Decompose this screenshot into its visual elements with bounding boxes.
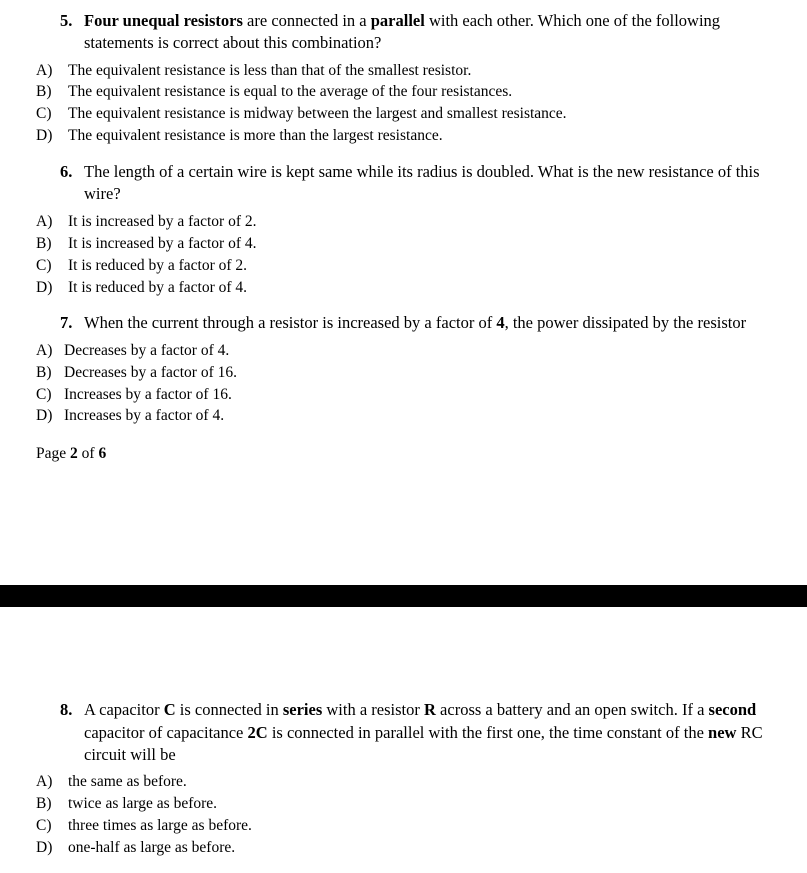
option-row: C)three times as large as before.: [36, 816, 777, 837]
option-row: A)The equivalent resistance is less than…: [36, 61, 777, 82]
option-row: C)Increases by a factor of 16.: [36, 385, 777, 406]
question-stem: A capacitor C is connected in series wit…: [84, 699, 777, 766]
option-text: twice as large as before.: [62, 794, 777, 815]
option-letter: B): [36, 794, 62, 815]
option-letter: C): [36, 385, 62, 406]
option-row: A)the same as before.: [36, 772, 777, 793]
option-letter: A): [36, 212, 62, 233]
question-7-options: A)Decreases by a factor of 4.B)Decreases…: [36, 341, 777, 428]
option-row: B)Decreases by a factor of 16.: [36, 363, 777, 384]
page-number: Page 2 of 6: [36, 445, 777, 463]
question-number: 7.: [60, 312, 84, 334]
question-stem: Four unequal resistors are connected in …: [84, 10, 777, 55]
option-text: Decreases by a factor of 16.: [62, 363, 777, 384]
option-row: D)The equivalent resistance is more than…: [36, 126, 777, 147]
option-text: the same as before.: [62, 772, 777, 793]
question-8-stem-row: 8. A capacitor C is connected in series …: [60, 699, 777, 766]
option-text: It is reduced by a factor of 2.: [62, 256, 777, 277]
option-text: Increases by a factor of 4.: [62, 406, 777, 427]
option-row: A)It is increased by a factor of 2.: [36, 212, 777, 233]
page-2-visible: 8. A capacitor C is connected in series …: [0, 699, 807, 858]
option-text: It is increased by a factor of 4.: [62, 234, 777, 255]
question-8: 8. A capacitor C is connected in series …: [60, 699, 777, 858]
question-5: 5. Four unequal resistors are connected …: [60, 10, 777, 147]
option-text: It is reduced by a factor of 4.: [62, 278, 777, 299]
page-gap: [0, 493, 807, 585]
option-text: one-half as large as before.: [62, 838, 777, 859]
option-text: It is increased by a factor of 2.: [62, 212, 777, 233]
option-row: D)It is reduced by a factor of 4.: [36, 278, 777, 299]
page-of: of: [78, 445, 99, 462]
question-6: 6. The length of a certain wire is kept …: [60, 161, 777, 298]
option-row: B)It is increased by a factor of 4.: [36, 234, 777, 255]
option-letter: D): [36, 126, 62, 147]
question-6-stem-row: 6. The length of a certain wire is kept …: [60, 161, 777, 206]
option-text: three times as large as before.: [62, 816, 777, 837]
option-letter: A): [36, 341, 62, 362]
question-number: 6.: [60, 161, 84, 206]
question-7: 7. When the current through a resistor i…: [60, 312, 777, 427]
option-letter: C): [36, 256, 62, 277]
page-current: 2: [70, 445, 78, 462]
option-letter: B): [36, 363, 62, 384]
question-7-stem-row: 7. When the current through a resistor i…: [60, 312, 777, 334]
option-letter: D): [36, 838, 62, 859]
question-6-options: A)It is increased by a factor of 2.B)It …: [36, 212, 777, 299]
page-separator: [0, 585, 807, 607]
option-text: The equivalent resistance is more than t…: [62, 126, 777, 147]
option-letter: C): [36, 104, 62, 125]
option-letter: C): [36, 816, 62, 837]
option-row: C)It is reduced by a factor of 2.: [36, 256, 777, 277]
question-stem: The length of a certain wire is kept sam…: [84, 161, 777, 206]
page-gap: [0, 607, 807, 699]
option-letter: A): [36, 772, 62, 793]
option-text: The equivalent resistance is midway betw…: [62, 104, 777, 125]
option-row: B)The equivalent resistance is equal to …: [36, 82, 777, 103]
page-1-visible: 5. Four unequal resistors are connected …: [0, 0, 807, 493]
option-row: D)one-half as large as before.: [36, 838, 777, 859]
option-letter: B): [36, 82, 62, 103]
question-5-stem-row: 5. Four unequal resistors are connected …: [60, 10, 777, 55]
question-number: 5.: [60, 10, 84, 55]
option-row: B)twice as large as before.: [36, 794, 777, 815]
option-text: Increases by a factor of 16.: [62, 385, 777, 406]
option-row: A)Decreases by a factor of 4.: [36, 341, 777, 362]
option-text: Decreases by a factor of 4.: [62, 341, 777, 362]
question-number: 8.: [60, 699, 84, 766]
option-text: The equivalent resistance is less than t…: [62, 61, 777, 82]
option-letter: A): [36, 61, 62, 82]
page-total: 6: [98, 445, 106, 462]
option-text: The equivalent resistance is equal to th…: [62, 82, 777, 103]
option-letter: D): [36, 406, 62, 427]
option-letter: B): [36, 234, 62, 255]
option-row: C)The equivalent resistance is midway be…: [36, 104, 777, 125]
question-5-options: A)The equivalent resistance is less than…: [36, 61, 777, 148]
option-row: D)Increases by a factor of 4.: [36, 406, 777, 427]
question-8-options: A)the same as before.B)twice as large as…: [36, 772, 777, 859]
question-stem: When the current through a resistor is i…: [84, 312, 777, 334]
option-letter: D): [36, 278, 62, 299]
page-prefix: Page: [36, 445, 70, 462]
